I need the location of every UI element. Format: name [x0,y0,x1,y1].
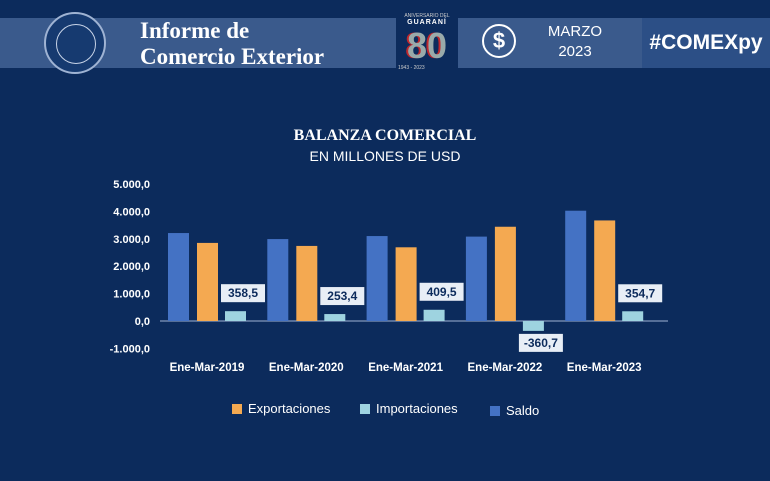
year: 2023 [558,43,592,60]
y-tick-label: 3.000,0 [113,234,150,246]
bar-importaciones [522,321,544,331]
bar-saldo [168,233,189,321]
bar-saldo [267,239,289,321]
chart-title: BALANZA COMERCIAL [293,127,477,144]
legend-item: Saldo [490,403,539,418]
data-label: 253,4 [327,289,357,303]
data-label: 358,5 [228,286,258,300]
x-tick-label: Ene-Mar-2021 [368,362,443,374]
legend-item: Importaciones [360,401,458,416]
legend-item: Exportaciones [232,401,330,416]
y-tick-label: 1.000,0 [113,289,150,301]
chart-subtitle: EN MILLONES DE USD [309,148,461,164]
legend-swatch [360,403,370,414]
data-label: -360,7 [524,336,558,350]
header-band [0,18,770,68]
data-label-box [518,333,563,352]
y-tick-label: 4.000,0 [113,206,150,218]
bar-exportaciones [395,247,417,321]
legend-swatch [490,405,500,416]
bar-saldo [565,210,587,321]
anniv-years: 1943 - 2023 [398,65,425,71]
bar-importaciones [423,309,445,321]
bar-importaciones [324,314,346,321]
data-label: 409,5 [427,285,457,299]
bar-exportaciones [594,220,616,321]
y-tick-label: 2.000,0 [113,261,150,273]
y-tick-label: 5.000,0 [113,179,150,191]
legend-label: Saldo [506,403,540,418]
anniv-sub: ANIVERSARIO DEL [404,13,450,19]
anniv-word: GUARANÍ [407,19,447,26]
month: MARZO [547,23,603,40]
x-tick-label: Ene-Mar-2022 [468,362,543,374]
bar-importaciones [622,311,644,321]
y-tick-label: -1.000,0 [110,343,150,355]
data-label-box [618,284,663,303]
legend-swatch [232,403,242,414]
data-label-box [320,287,365,306]
x-tick-label: Ene-Mar-2019 [170,362,245,374]
anniv-number: 80 [406,25,448,66]
bar-exportaciones [197,242,218,321]
x-tick-label: Ene-Mar-2020 [269,362,344,374]
title-line-2: Comercio Exterior [140,44,325,69]
data-label-box [419,282,464,301]
x-tick-label: Ene-Mar-2023 [567,362,642,374]
title-line-1: Informe de [140,18,250,43]
data-label: 354,7 [625,286,655,300]
bar-importaciones [225,311,246,321]
report-title: Informe de Comercio Exterior [140,18,324,70]
report-date: MARZO 2023 [535,22,615,62]
bar-exportaciones [494,226,516,321]
bar-saldo [465,236,487,321]
bar-saldo [366,236,388,321]
legend-label: Exportaciones [248,401,331,416]
y-tick-label: 0,0 [135,316,150,328]
hashtag: #COMEXpy [642,18,770,68]
dollar-coin-icon: $ [482,24,516,58]
central-bank-seal-logo [44,12,106,74]
legend-label: Importaciones [376,401,458,416]
guarani-80-logo: ANIVERSARIO DEL GUARANÍ 80 1943 - 2023 [396,13,458,73]
bar-exportaciones [296,245,318,321]
data-label-box [221,284,265,303]
